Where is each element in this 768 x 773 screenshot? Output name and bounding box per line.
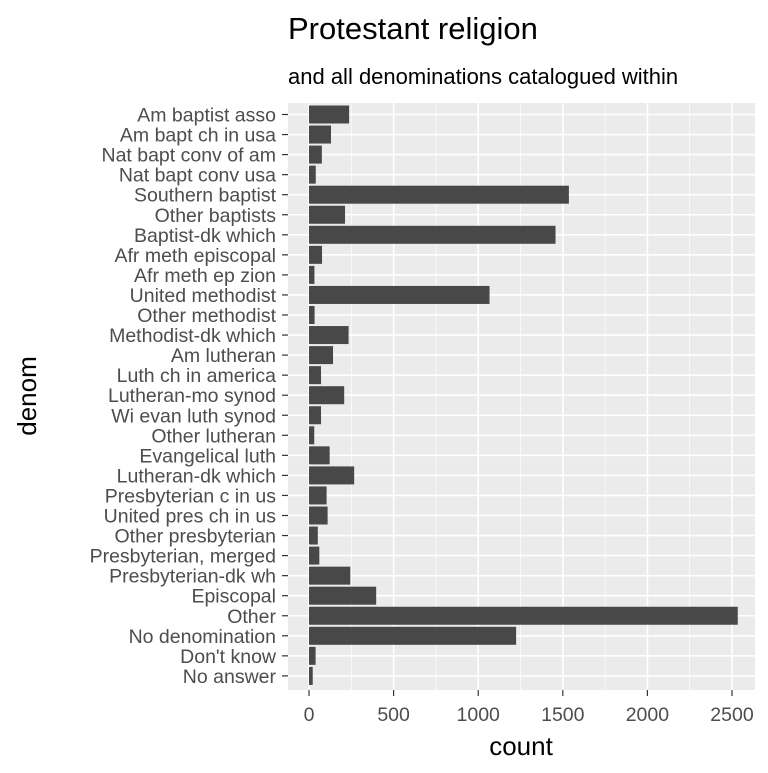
- bars: [309, 105, 738, 685]
- chart-subtitle: and all denominations catalogued within: [288, 64, 678, 89]
- bar-17: [309, 446, 330, 465]
- bar-20: [309, 506, 328, 525]
- bar-9: [309, 285, 490, 304]
- y-tick-label: Don't know: [180, 646, 277, 668]
- bar-7: [309, 245, 323, 264]
- bar-10: [309, 306, 315, 324]
- y-tick-label: Wi evan luth synod: [111, 405, 276, 427]
- bar-11: [309, 326, 349, 345]
- bar-18: [309, 466, 355, 485]
- chart-title: Protestant religion: [288, 11, 538, 46]
- y-tick-label: Episcopal: [191, 586, 276, 608]
- x-tick-label: 1500: [541, 704, 585, 726]
- bar-4: [309, 185, 569, 204]
- y-axis-label: denom: [12, 356, 42, 436]
- bar-27: [309, 646, 316, 665]
- bar-28: [309, 666, 313, 685]
- bar-23: [309, 566, 351, 585]
- bar-3: [309, 165, 316, 184]
- y-tick-label: Lutheran-mo synod: [108, 385, 276, 407]
- bar-25: [309, 606, 738, 625]
- y-tick-label: Baptist-dk which: [134, 225, 276, 247]
- y-tick-label: Evangelical luth: [139, 445, 276, 467]
- bar-16: [309, 426, 315, 445]
- y-tick-label: Other presbyterian: [115, 526, 277, 548]
- x-tick-label: 2000: [626, 704, 670, 726]
- y-tick-label: Am baptist asso: [137, 105, 276, 127]
- bar-1: [309, 125, 331, 144]
- y-tick-label: Nat bapt conv usa: [119, 165, 276, 187]
- x-axis: 0 500 1000 1500 2000 2500: [304, 690, 754, 726]
- x-tick-label: 0: [304, 704, 315, 726]
- bar-2: [309, 145, 322, 164]
- x-tick-label: 500: [377, 704, 410, 726]
- y-tick-label: No denomination: [129, 626, 276, 648]
- bar-26: [309, 626, 517, 645]
- y-tick-label: Other lutheran: [151, 425, 276, 447]
- x-tick-label: 2500: [710, 704, 754, 726]
- y-tick-label: Presbyterian c in us: [105, 485, 276, 507]
- bar-24: [309, 586, 377, 605]
- bar-5: [309, 205, 346, 224]
- y-tick-label: Am lutheran: [171, 345, 276, 367]
- bar-8: [309, 265, 315, 284]
- y-tick-label: Luth ch in america: [117, 365, 276, 387]
- y-tick-label: United methodist: [130, 285, 277, 307]
- bar-21: [309, 526, 318, 545]
- bar-13: [309, 366, 322, 385]
- y-tick-label: Presbyterian, merged: [90, 546, 276, 568]
- bar-19: [309, 486, 327, 505]
- y-tick-label: Other baptists: [155, 205, 277, 227]
- y-tick-label: Nat bapt conv of am: [101, 145, 276, 167]
- y-tick-label: Afr meth episcopal: [115, 245, 277, 267]
- bar-0: [309, 105, 350, 124]
- y-tick-label: Southern baptist: [134, 185, 277, 207]
- x-axis-label: count: [489, 731, 553, 761]
- y-tick-label: No answer: [183, 666, 277, 688]
- bar-6: [309, 225, 556, 244]
- y-tick-label: Am bapt ch in usa: [120, 125, 276, 147]
- x-tick-label: 1000: [457, 704, 501, 726]
- bar-12: [309, 346, 334, 365]
- y-tick-label: Presbyterian-dk wh: [109, 566, 276, 588]
- y-tick-label: United pres ch in us: [104, 506, 277, 528]
- bar-22: [309, 546, 320, 565]
- y-tick-label: Afr meth ep zion: [134, 265, 276, 287]
- y-tick-label: Methodist-dk which: [109, 325, 276, 347]
- y-tick-label: Other: [227, 606, 276, 628]
- y-tick-label: Other methodist: [137, 305, 276, 327]
- bar-15: [309, 406, 322, 425]
- bar-14: [309, 386, 345, 405]
- y-tick-label: Lutheran-dk which: [117, 465, 276, 487]
